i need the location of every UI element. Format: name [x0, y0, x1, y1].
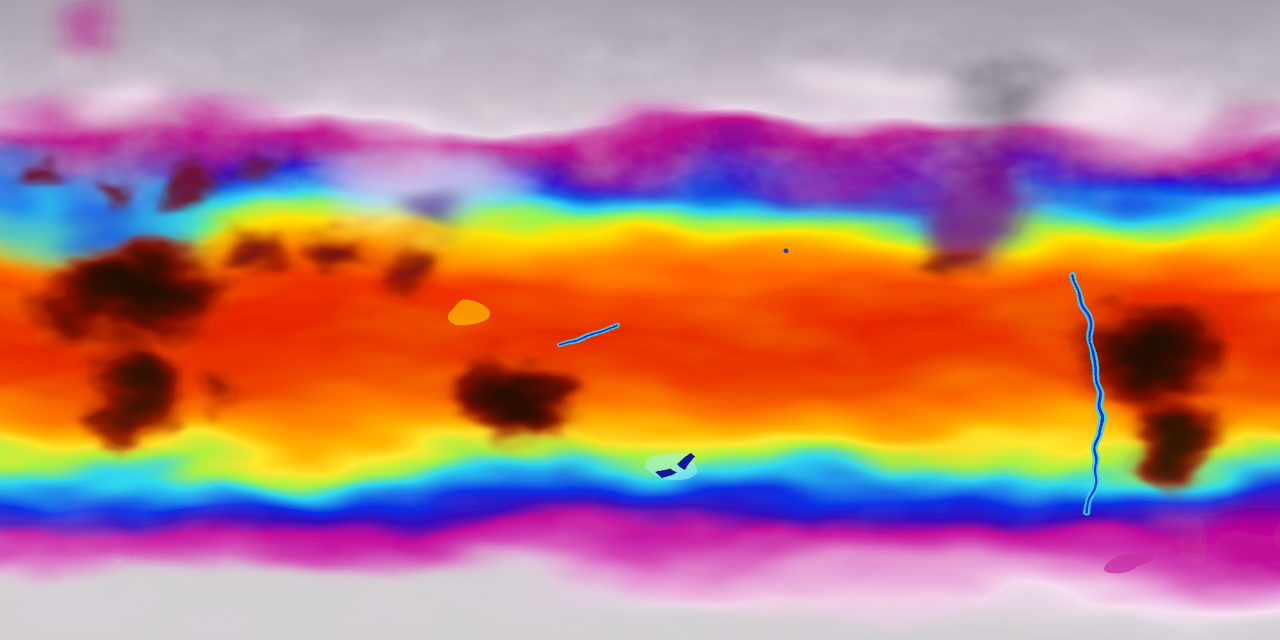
- india-hotspot: [295, 226, 385, 278]
- detail-layer: [448, 248, 1152, 577]
- amazon-hotspot: [1070, 290, 1226, 414]
- andes-ridge-core: [1075, 276, 1102, 514]
- hot-spot-layer: [15, 158, 1226, 492]
- hawaii-cold-fleck: [784, 248, 790, 254]
- iberia-warm-spot: [15, 170, 55, 194]
- mexico-hotspot: [910, 242, 990, 282]
- new-zealand-south-island: [655, 466, 677, 480]
- australia-hotspot: [451, 355, 579, 445]
- arabia-hotspot: [215, 230, 299, 274]
- antarctic-peninsula-swirl: [1104, 547, 1152, 577]
- sahara-hotspot: [18, 237, 242, 347]
- new-zealand-north-island: [678, 453, 696, 468]
- southern-africa-hotspot: [77, 333, 193, 443]
- madagascar-hotspot: [211, 357, 239, 413]
- new-guinea-ridge-core: [555, 327, 613, 347]
- southern-wisp-texture: [0, 485, 1280, 640]
- indochina-hotspot: [381, 228, 445, 308]
- italy-warm-spot: [102, 172, 122, 204]
- anatolia-warm-spot: [165, 178, 225, 202]
- equatorial-fire-texture: [0, 205, 1280, 485]
- borneo-warm-patch: [448, 302, 488, 328]
- pontic-warm-spot: [226, 158, 278, 178]
- argentina-hotspot: [1122, 392, 1214, 492]
